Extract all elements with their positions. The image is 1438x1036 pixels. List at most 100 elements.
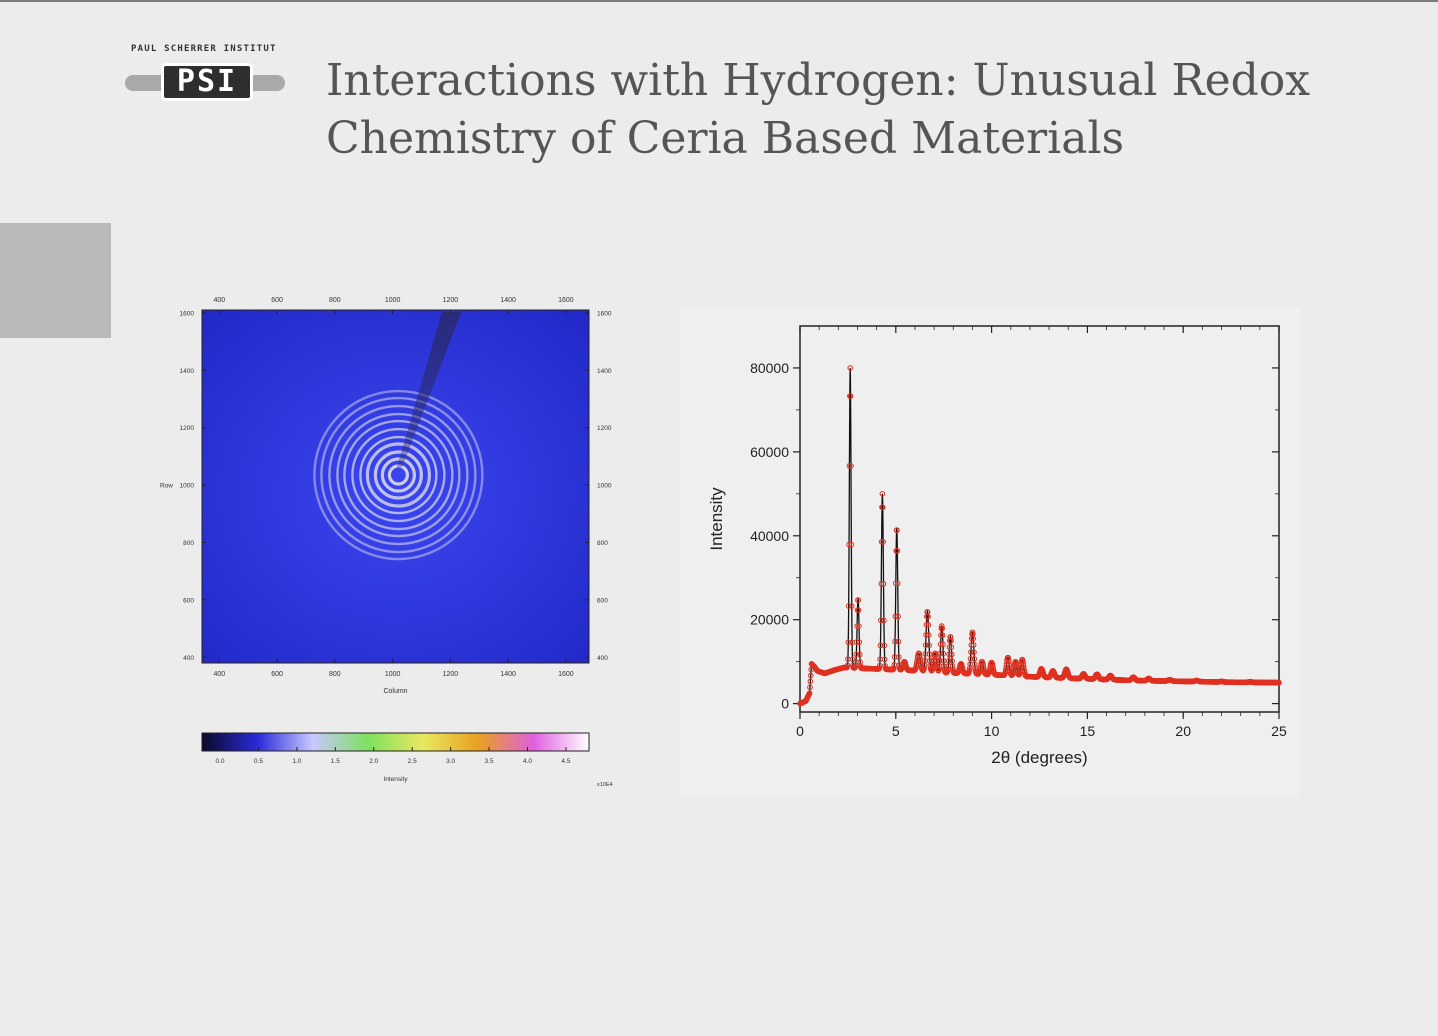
x-tick-label: 800 bbox=[329, 671, 341, 678]
x-tick-label: 600 bbox=[271, 671, 283, 678]
beamstop-shadow bbox=[396, 312, 462, 470]
data-point bbox=[966, 667, 973, 674]
data-point bbox=[856, 651, 863, 658]
data-point bbox=[937, 657, 943, 664]
data-point bbox=[968, 642, 975, 648]
data-point bbox=[947, 634, 954, 640]
x-tick-label: 20 bbox=[1175, 723, 1191, 739]
diffraction-ring bbox=[351, 427, 446, 523]
data-point bbox=[948, 644, 955, 650]
data-point bbox=[1020, 661, 1027, 668]
diffraction-ring bbox=[373, 450, 423, 500]
y-tick-label: 1400 bbox=[180, 368, 195, 375]
diffraction-ring bbox=[343, 419, 454, 531]
diffraction-ring bbox=[320, 396, 477, 554]
colorbar-tick-labels: 0.0 0.5 1.0 1.5 2.0 2.5 3.0 3.5 4.0 4.5 bbox=[215, 747, 571, 765]
data-point bbox=[844, 662, 851, 669]
data-point bbox=[925, 613, 931, 620]
data-point bbox=[895, 638, 902, 645]
data-point bbox=[925, 622, 932, 628]
x-tick-label: 400 bbox=[213, 671, 225, 678]
data-point bbox=[878, 580, 885, 587]
colorbar-tick-label: 4.5 bbox=[561, 758, 570, 765]
x-tick-label: 0 bbox=[796, 723, 804, 739]
y-tick-label: 40000 bbox=[750, 528, 789, 544]
colorbar-multiplier: x10E4 bbox=[597, 782, 613, 788]
data-point bbox=[966, 665, 973, 671]
data-point bbox=[857, 659, 863, 665]
detector-y-axis-label: Row bbox=[160, 483, 173, 490]
y-tick-label-right: 800 bbox=[597, 540, 608, 547]
data-point bbox=[939, 625, 945, 632]
data-point bbox=[880, 539, 886, 545]
y-tick-label: 1000 bbox=[180, 483, 195, 490]
detector-x-axis-label: Column bbox=[383, 688, 407, 695]
y-tick-label-right: 600 bbox=[597, 597, 608, 604]
y-axis-label: Intensity bbox=[707, 487, 726, 551]
data-point bbox=[846, 541, 852, 548]
side-accent-block bbox=[0, 223, 111, 338]
data-point bbox=[881, 642, 888, 649]
data-point bbox=[938, 623, 945, 629]
data-point bbox=[878, 617, 884, 624]
axis-ticks bbox=[793, 326, 1280, 719]
colorbar-tick-label: 4.0 bbox=[523, 758, 532, 765]
y-tick-label-right: 1600 bbox=[597, 310, 612, 317]
detector-x-tick-labels: 400 600 800 1000 1200 1400 1600 bbox=[213, 671, 573, 678]
x-axis-label: 2θ (degrees) bbox=[991, 748, 1087, 767]
y-tick-label: 1600 bbox=[180, 310, 195, 317]
data-point bbox=[1276, 679, 1282, 686]
colorbar-tick-label: 2.5 bbox=[408, 758, 417, 765]
colorbar bbox=[201, 732, 590, 752]
data-point bbox=[848, 603, 855, 609]
data-point bbox=[971, 661, 978, 668]
data-point bbox=[971, 656, 978, 662]
data-point bbox=[877, 642, 884, 649]
x-tick-labels: 0 5 10 15 20 25 bbox=[796, 723, 1287, 739]
data-point bbox=[1003, 664, 1009, 671]
diffraction-ring bbox=[380, 457, 416, 493]
data-point bbox=[881, 617, 887, 624]
x-tick-label-top: 600 bbox=[271, 297, 283, 304]
x-tick-label-top: 1600 bbox=[558, 297, 574, 304]
plot-frame bbox=[799, 325, 1280, 713]
detector-axis-ticks bbox=[202, 310, 589, 663]
data-point bbox=[856, 623, 862, 629]
data-point bbox=[854, 623, 860, 629]
diffraction-ring bbox=[313, 389, 484, 561]
x-tick-label: 1600 bbox=[558, 671, 574, 678]
diffraction-ring bbox=[359, 435, 438, 515]
diffraction-ring bbox=[365, 442, 431, 508]
data-point bbox=[881, 656, 888, 663]
data-point bbox=[845, 639, 852, 646]
data-point bbox=[853, 639, 860, 645]
data-point bbox=[970, 642, 977, 648]
y-tick-label-right: 1400 bbox=[597, 368, 612, 375]
y-tick-label: 400 bbox=[183, 655, 194, 662]
colorbar-label: Intensity bbox=[383, 776, 408, 783]
detector-image-chart: 400 600 800 1000 1200 1400 1600 400 600 800 1000 1… bbox=[160, 297, 613, 788]
x-tick-label-top: 1200 bbox=[443, 297, 459, 304]
data-point bbox=[936, 666, 942, 672]
diffraction-pattern-chart: 0 5 10 15 20 25 0 20000 40000 60000 80000 2θ (deg… bbox=[680, 308, 1300, 798]
data-point bbox=[855, 597, 862, 603]
data-point bbox=[946, 651, 952, 658]
y-tick-labels: 0 20000 40000 60000 80000 bbox=[750, 360, 789, 712]
detector-y-tick-labels-right: 1600 1400 1200 1000 800 600 400 bbox=[597, 310, 612, 661]
data-point bbox=[894, 548, 901, 554]
data-point bbox=[879, 504, 886, 511]
colorbar-tick-label: 1.0 bbox=[292, 758, 301, 765]
data-point bbox=[971, 649, 977, 656]
x-tick-label: 5 bbox=[892, 723, 900, 739]
data-point bbox=[806, 690, 813, 696]
colorbar-tick-label: 0.5 bbox=[254, 758, 263, 765]
y-tick-label: 80000 bbox=[750, 360, 789, 376]
intensity-series-markers bbox=[797, 365, 1282, 707]
colorbar-tick-label: 2.0 bbox=[369, 758, 378, 765]
psi-logo: PAUL SCHERRER INSTITUT PSI bbox=[125, 44, 290, 106]
y-tick-label: 600 bbox=[183, 597, 194, 604]
chart-panel-background bbox=[680, 308, 1300, 798]
y-tick-label: 20000 bbox=[750, 612, 789, 628]
x-tick-label: 25 bbox=[1271, 723, 1287, 739]
data-point bbox=[876, 662, 883, 669]
